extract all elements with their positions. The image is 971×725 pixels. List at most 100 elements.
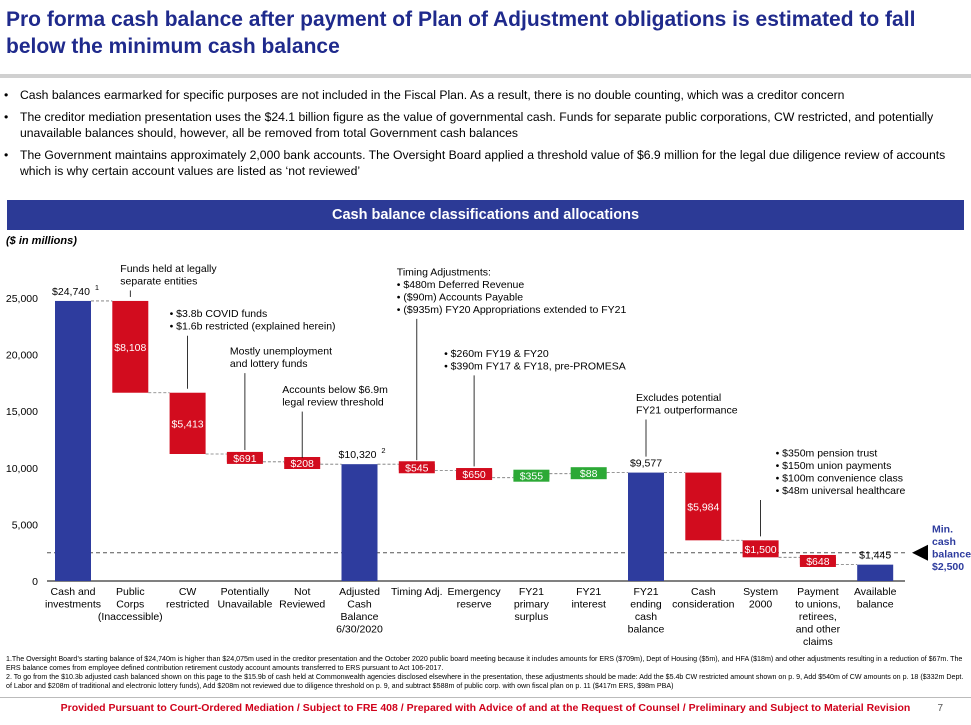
bar-value-label: $5,984 (687, 501, 719, 513)
waterfall-chart: 05,00010,00015,00020,00025,000Min.cashba… (6, 263, 971, 648)
x-category-label: restricted (166, 599, 209, 611)
waterfall-bar (341, 464, 378, 581)
x-category-label: Timing Adj. (391, 586, 443, 598)
waterfall-bar (857, 564, 894, 581)
x-category-label: Payment (797, 586, 839, 598)
annotation-text: • $390m FY17 & FY18, pre-PROMESA (444, 360, 626, 372)
bar-value-label: $648 (806, 556, 830, 568)
footnote-1: 1.The Oversight Board’s starting balance… (6, 655, 963, 672)
bar-value-box (456, 468, 493, 481)
x-category-label: Adjusted (339, 586, 380, 598)
y-tick-label: 10,000 (6, 463, 38, 475)
bar-value-box (284, 457, 321, 470)
min-cash-label: $2,500 (932, 561, 964, 573)
annotation-text: • $260m FY19 & FY20 (444, 348, 549, 360)
annotation-text: Accounts below $6.9m (282, 384, 388, 396)
annotation-text: separate entities (120, 275, 197, 287)
waterfall-bar (169, 392, 206, 455)
x-category-label: CW (179, 586, 197, 598)
bar-value-label: $9,577 (630, 458, 662, 470)
bar-value-label: $545 (405, 462, 429, 474)
x-category-label: Balance (341, 611, 379, 623)
x-category-label: FY21 (633, 586, 658, 598)
waterfall-bar (112, 300, 149, 393)
annotation-text: Mostly unemployment (230, 346, 332, 358)
x-category-label: primary (514, 599, 550, 611)
x-category-label: retirees, (799, 611, 837, 623)
bar-value-footnote-mark: 2 (381, 446, 385, 455)
bar-value-label: $5,413 (172, 418, 204, 430)
bar-value-box (799, 554, 836, 567)
y-tick-label: 15,000 (6, 406, 38, 418)
waterfall-bar (628, 472, 664, 581)
annotation-text: • $3.8b COVID funds (170, 308, 268, 320)
annotation-text: • ($935m) FY20 Appropriations extended t… (397, 304, 627, 316)
annotation-text: Excludes potential (636, 392, 721, 404)
bar-value-box (570, 467, 607, 480)
x-category-label: FY21 (576, 586, 601, 598)
bar-value-footnote-mark: 1 (95, 283, 99, 292)
bullet-item: Cash balances earmarked for specific pur… (4, 87, 964, 103)
annotation-text: • ($90m) Accounts Payable (397, 291, 523, 303)
x-category-label: 2000 (749, 599, 773, 611)
chart-banner: Cash balance classifications and allocat… (7, 200, 964, 230)
waterfall-bar (742, 540, 779, 558)
x-category-label: consideration (672, 599, 735, 611)
annotation-text: • $100m convenience class (776, 472, 903, 484)
bar-value-label: $208 (291, 458, 315, 470)
x-category-label: and other (796, 624, 841, 636)
annotation-text: • $480m Deferred Revenue (397, 279, 525, 291)
min-cash-label: Min. (932, 524, 953, 536)
bar-value-label: $8,108 (114, 342, 146, 354)
x-category-label: to unions, (795, 599, 841, 611)
x-category-label: investments (45, 599, 101, 611)
y-tick-label: 0 (32, 576, 38, 588)
min-cash-label: balance (932, 549, 971, 561)
bar-value-label: $1,445 (859, 550, 891, 562)
x-category-label: Potentially (221, 586, 270, 598)
annotation-text: FY21 outperformance (636, 405, 738, 417)
x-category-label: interest (571, 599, 606, 611)
annotation-text: Timing Adjustments: (397, 266, 491, 278)
units-label: ($ in millions) (6, 235, 77, 247)
x-category-label: Unavailable (217, 599, 272, 611)
min-cash-label: cash (932, 536, 956, 548)
x-category-label: Available (854, 586, 897, 598)
bar-value-box (226, 451, 263, 464)
bar-value-label: $650 (462, 469, 486, 481)
x-category-label: (Inaccessible) (98, 611, 163, 623)
annotation-text: • $150m union payments (776, 460, 892, 472)
x-category-label: Cash (347, 599, 372, 611)
footnote-2: 2. To go from the $10.3b adjusted cash b… (6, 673, 964, 690)
x-category-label: Public (116, 586, 145, 598)
bar-value-label: $10,320 (339, 449, 377, 461)
confidentiality-footer: Provided Pursuant to Court-Ordered Media… (60, 702, 911, 714)
bar-value-label: $355 (520, 471, 544, 483)
bullet-item: The Government maintains approximately 2… (4, 147, 964, 179)
bar-value-box (398, 461, 435, 474)
annotation-text: and lottery funds (230, 358, 308, 370)
x-category-label: balance (857, 599, 894, 611)
x-category-label: 6/30/2020 (336, 624, 383, 636)
footnotes: 1.The Oversight Board’s starting balance… (6, 655, 964, 691)
x-category-label: FY21 (519, 586, 544, 598)
bar-value-label: $88 (580, 468, 598, 480)
bar-value-label: $1,500 (745, 544, 777, 556)
min-cash-arrow (912, 544, 928, 561)
bullet-list: Cash balances earmarked for specific pur… (4, 87, 964, 185)
bar-value-label: $691 (233, 453, 257, 465)
annotation-text: • $1.6b restricted (explained herein) (170, 321, 336, 333)
y-tick-label: 25,000 (6, 293, 38, 305)
x-category-label: balance (628, 624, 665, 636)
annotation-text: • $350m pension trust (776, 447, 878, 459)
page-number: 7 (937, 703, 943, 714)
annotation-text: legal review threshold (282, 397, 384, 409)
x-category-label: ending (630, 599, 662, 611)
x-category-label: claims (803, 636, 833, 648)
x-category-label: cash (635, 611, 657, 623)
x-category-label: surplus (514, 611, 548, 623)
annotation-text: • $48m universal healthcare (776, 485, 906, 497)
bar-value-box (513, 469, 550, 482)
y-tick-label: 20,000 (6, 350, 38, 362)
x-category-label: reserve (457, 599, 492, 611)
